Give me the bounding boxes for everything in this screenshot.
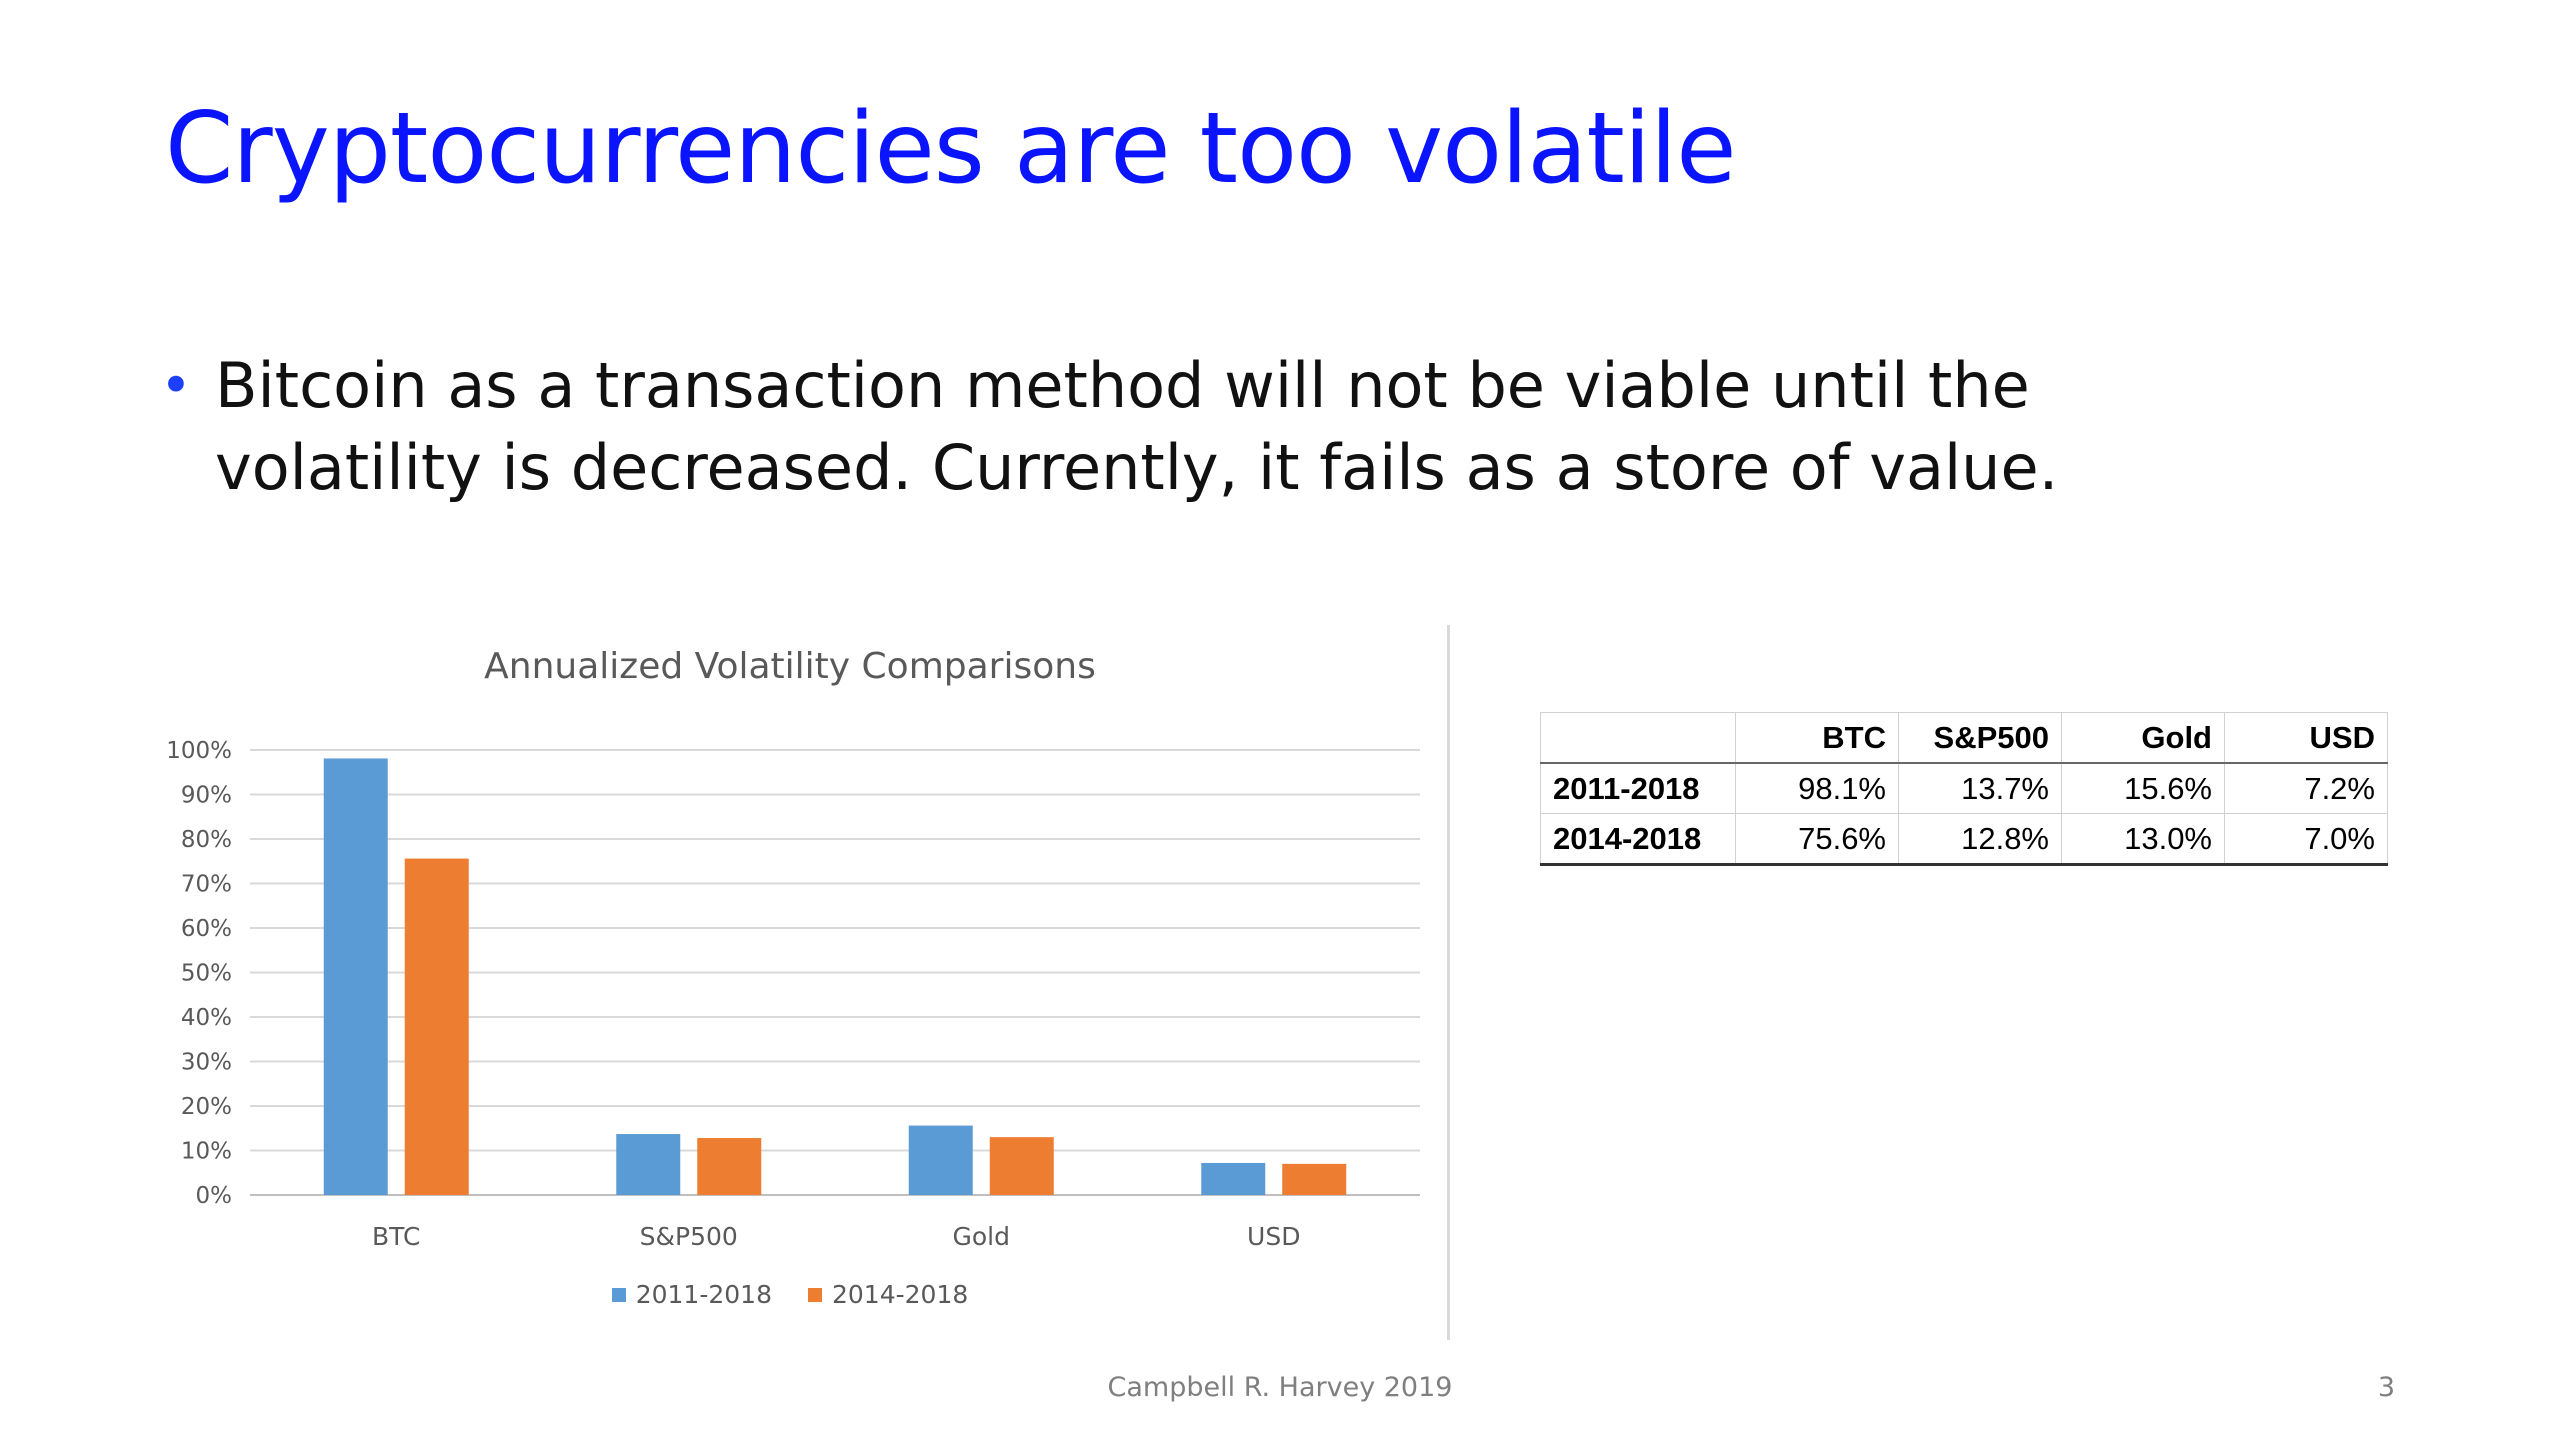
table-header-btc: BTC xyxy=(1735,712,1899,764)
table-header-gold: Gold xyxy=(2061,712,2225,764)
bar-usd-series-2 xyxy=(1282,1163,1347,1195)
bullet-text: Bitcoin as a transaction method will not… xyxy=(215,349,2059,504)
y-tick-label: 10% xyxy=(181,1139,232,1165)
slide-footer: Campbell R. Harvey 2019 xyxy=(1107,1372,1453,1403)
table-header-usd: USD xyxy=(2224,712,2388,764)
bar-btc-series-2 xyxy=(404,858,469,1195)
table-cell: 15.6% xyxy=(2061,762,2225,814)
table-row: 2011-2018 98.1% 13.7% 15.6% 7.2% xyxy=(1540,762,2388,814)
bar-gold-series-1 xyxy=(908,1125,973,1195)
volatility-table: BTC S&P500 Gold USD 2011-2018 98.1% 13.7… xyxy=(1540,712,2388,866)
volatility-chart: Annualized Volatility Comparisons 0% 10% 2… xyxy=(140,640,1420,1330)
table-row-label: 2011-2018 xyxy=(1540,762,1736,814)
x-tick-label: Gold xyxy=(953,1222,1010,1251)
y-tick-label: 50% xyxy=(181,961,232,987)
y-tick-label: 90% xyxy=(181,783,232,809)
y-tick-label: 60% xyxy=(181,916,232,942)
table-cell: 13.7% xyxy=(1898,762,2062,814)
chart-legend: 2011-2018 2014-2018 xyxy=(140,1280,1440,1309)
legend-item-series-2: 2014-2018 xyxy=(808,1280,968,1309)
bar-usd-series-1 xyxy=(1201,1162,1266,1195)
bar-gold-series-2 xyxy=(989,1137,1054,1195)
y-tick-label: 0% xyxy=(196,1183,233,1209)
bullet-point: • Bitcoin as a transaction method will n… xyxy=(160,345,2310,509)
chart-plot: 0% 10% 20% 30% 40% 50% 60% 70% 80% 90% 100% BTC S&P5… xyxy=(166,738,1420,1251)
legend-label: 2014-2018 xyxy=(832,1280,969,1309)
bar-btc-series-1 xyxy=(323,758,388,1195)
x-tick-label: S&P500 xyxy=(640,1222,738,1251)
x-tick-label: USD xyxy=(1247,1222,1300,1251)
legend-swatch-icon xyxy=(611,1287,626,1302)
table-cell: 13.0% xyxy=(2061,813,2225,866)
table-cell: 12.8% xyxy=(1898,813,2062,866)
y-tick-label: 100% xyxy=(166,738,232,764)
y-tick-label: 80% xyxy=(181,827,232,853)
chart-title: Annualized Volatility Comparisons xyxy=(484,646,1096,687)
table-row: 2014-2018 75.6% 12.8% 13.0% 7.0% xyxy=(1540,813,2388,866)
table-corner-cell xyxy=(1540,712,1736,764)
table-cell: 75.6% xyxy=(1735,813,1899,866)
bullet-dot-icon: • xyxy=(160,354,192,417)
y-tick-label: 70% xyxy=(181,872,232,898)
table-row-label: 2014-2018 xyxy=(1540,813,1736,866)
table-cell: 7.2% xyxy=(2224,762,2388,814)
page-number: 3 xyxy=(2377,1372,2395,1403)
legend-swatch-icon xyxy=(808,1287,822,1302)
table-header-row: BTC S&P500 Gold USD xyxy=(1540,712,2388,764)
slide-title: Cryptocurrencies are too volatile xyxy=(165,92,1737,206)
table-cell: 7.0% xyxy=(2224,813,2388,866)
y-tick-label: 30% xyxy=(181,1050,232,1076)
table-header-sp500: S&P500 xyxy=(1898,712,2062,764)
legend-item-series-1: 2011-2018 xyxy=(611,1280,772,1309)
x-tick-label: BTC xyxy=(372,1222,420,1251)
y-tick-label: 40% xyxy=(181,1005,232,1031)
table-cell: 98.1% xyxy=(1735,762,1899,814)
y-tick-label: 20% xyxy=(181,1094,232,1120)
legend-label: 2011-2018 xyxy=(635,1280,772,1309)
divider-line xyxy=(1447,625,1450,1340)
bar-sp500-series-2 xyxy=(697,1138,762,1195)
bar-sp500-series-1 xyxy=(616,1134,681,1195)
